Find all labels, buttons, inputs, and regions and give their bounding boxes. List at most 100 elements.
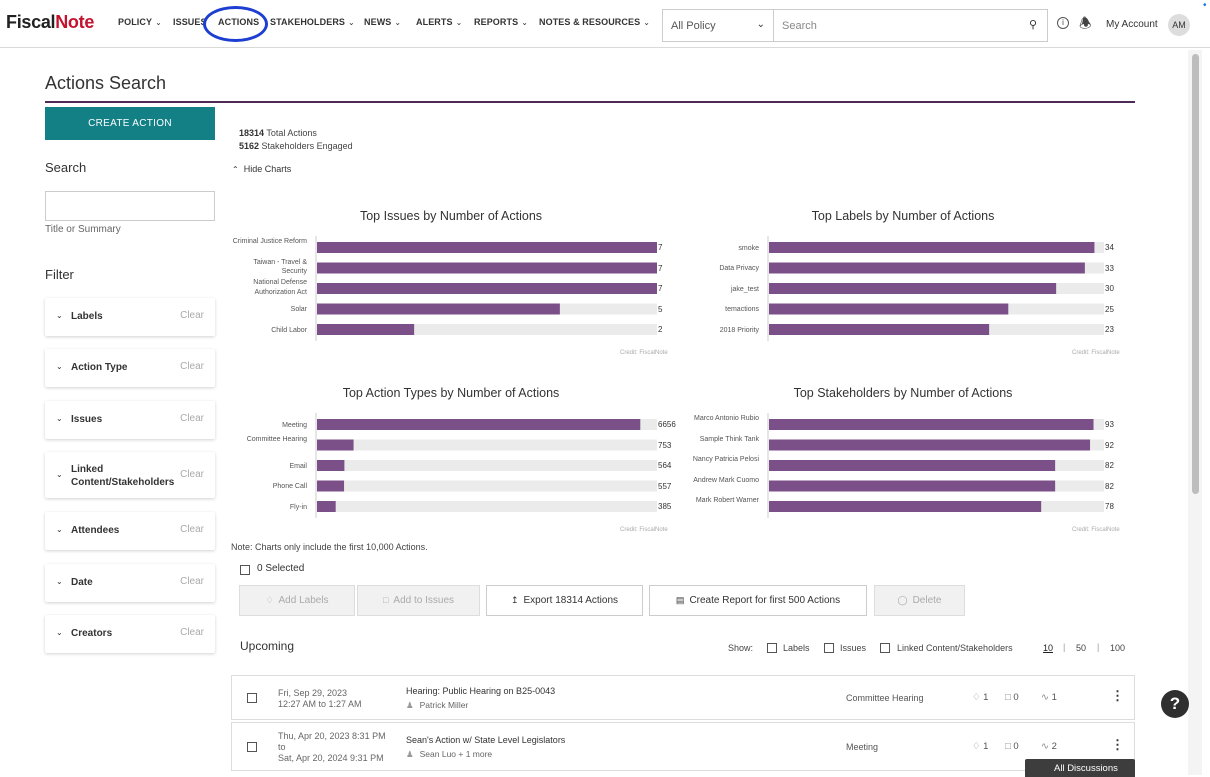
select-all-checkbox[interactable] [240,565,250,575]
table-row[interactable]: Thu, Apr 20, 2023 8:31 PM to Sat, Apr 20, … [231,722,1135,771]
chart-title: Top Labels by Number of Actions [811,209,995,223]
bar[interactable] [769,419,1094,430]
links-count: 2 [1051,741,1057,752]
filter-creators[interactable]: ⌄ Creators Clear [45,615,215,653]
nav-reports[interactable]: REPORTS ⌄ [474,17,528,27]
bar[interactable] [769,460,1056,471]
row-checkbox[interactable] [247,693,257,703]
bar[interactable] [769,439,1091,451]
more-options-icon[interactable]: ⋮ [1111,688,1124,703]
page-size-100[interactable]: 100 [1110,643,1126,653]
bar-track [317,324,657,335]
add-labels-button[interactable]: ♢ Add Labels [239,585,355,616]
nav-stakeholders[interactable]: STAKEHOLDERS ⌄ [270,17,355,27]
bar[interactable] [317,303,560,315]
row-date: Fri, Sep 29, 2023 12:27 AM to 1:27 AM [278,688,362,710]
bar[interactable] [769,242,1095,253]
bar[interactable] [769,480,1056,492]
bar[interactable] [317,460,345,471]
clear-button[interactable]: Clear [180,627,204,638]
hide-charts-label: Hide Charts [243,164,292,174]
nav-notes-resources[interactable]: NOTES & RESOURCES ⌄ [539,17,650,27]
filter-labels[interactable]: ⌄ Labels Clear [45,298,215,336]
summary-stats: 18314 Total Actions 5162 Stakeholders En… [239,127,353,153]
row-checkbox[interactable] [247,742,257,752]
policy-type-value: All Policy [671,20,716,32]
add-to-issues-button[interactable]: □ Add to Issues [357,585,480,616]
bar[interactable] [317,480,345,492]
row-title[interactable]: Sean's Action w/ State Level Legislators [406,735,566,745]
policy-type-select[interactable]: All Policy ⌄ [662,9,774,42]
filter-linked-content[interactable]: ⌄ Linked Content/Stakeholders Clear [45,452,215,498]
tag-icon: ♢ [972,692,981,703]
bar[interactable] [769,262,1085,274]
avatar[interactable]: AM [1168,14,1190,36]
filter-issues[interactable]: ⌄ Issues Clear [45,401,215,439]
bar[interactable] [317,242,657,253]
search-hint: Title or Summary [45,224,121,235]
clear-button[interactable]: Clear [180,576,204,587]
category-label: Marco Antonio Rubio [694,415,759,422]
bar-chart-icon: ▤ [675,595,685,605]
delete-button[interactable]: ◯ Delete [874,585,965,616]
clear-button[interactable]: Clear [180,361,204,372]
category-label: Andrew Mark Cuomo [693,476,759,484]
row-title[interactable]: Hearing: Public Hearing on B25-0043 [406,686,556,696]
bar[interactable] [317,419,641,430]
clear-button[interactable]: Clear [180,469,204,480]
show-issues-label: Issues [840,643,867,653]
bar[interactable] [769,501,1042,512]
filter-attendees[interactable]: ⌄ Attendees Clear [45,512,215,550]
bar-value-label: 564 [658,461,672,470]
hide-charts-toggle[interactable]: ⌃ Hide Charts [232,164,291,174]
nav-policy[interactable]: POLICY ⌄ [118,17,162,27]
show-issues-checkbox[interactable] [824,643,834,653]
bar[interactable] [317,324,415,335]
bar[interactable] [769,324,990,335]
more-options-icon[interactable]: ⋮ [1111,737,1124,752]
bell-icon[interactable]: 🕭 [1079,15,1092,31]
upcoming-heading: Upcoming [240,639,295,653]
my-account-link[interactable]: My Account [1106,19,1158,30]
page-size-10[interactable]: 10 [1043,643,1054,653]
nav-alerts[interactable]: ALERTS ⌄ [416,17,462,27]
filter-action-type[interactable]: ⌄ Action Type Clear [45,349,215,387]
row-type: Committee Hearing [846,693,924,703]
export-actions-button[interactable]: ↥ Export 18314 Actions [486,585,643,616]
filter-date[interactable]: ⌄ Date Clear [45,564,215,602]
create-report-button[interactable]: ▤ Create Report for first 500 Actions [649,585,867,616]
category-label: National Defense Authorization Act [253,279,307,296]
scrollbar-thumb[interactable] [1192,54,1199,494]
nav-news[interactable]: NEWS ⌄ [364,17,401,27]
bar[interactable] [317,283,657,294]
labels-count: 1 [983,692,989,703]
clear-button[interactable]: Clear [180,310,204,321]
bar[interactable] [317,262,657,274]
fiscalnote-logo[interactable]: FiscalNote [6,12,94,33]
export-icon: ↥ [510,595,519,605]
bar[interactable] [317,439,354,451]
chevron-down-icon: ⌄ [155,18,162,27]
title-summary-search-input[interactable] [45,191,215,221]
bar[interactable] [317,501,336,512]
show-labels-checkbox[interactable] [767,643,777,653]
bar-track [317,480,657,492]
add-labels-label: Add Labels [278,595,329,606]
clear-button[interactable]: Clear [180,524,204,535]
help-button[interactable]: ? [1161,690,1189,718]
bar[interactable] [769,283,1057,294]
page-size-50[interactable]: 50 [1076,643,1087,653]
nav-issues[interactable]: ISSUES [173,17,207,27]
search-icon[interactable]: ⚲ [1028,19,1037,31]
bar[interactable] [769,303,1009,315]
clear-button[interactable]: Clear [180,413,204,424]
nav-policy-label: POLICY [118,17,153,27]
bar-value-label: 6656 [658,420,676,429]
all-discussions-button[interactable]: All Discussions [1025,759,1135,777]
top-navigation-bar: FiscalNote POLICY ⌄ ISSUES ACTIONS STAKEH… [0,0,1210,48]
table-row[interactable]: Fri, Sep 29, 2023 12:27 AM to 1:27 AM Hea… [231,675,1135,720]
create-action-button[interactable]: CREATE ACTION [45,107,215,140]
show-linked-checkbox[interactable] [880,643,890,653]
info-icon[interactable]: i [1057,17,1069,29]
search-input[interactable]: Search ⚲ [773,9,1048,42]
